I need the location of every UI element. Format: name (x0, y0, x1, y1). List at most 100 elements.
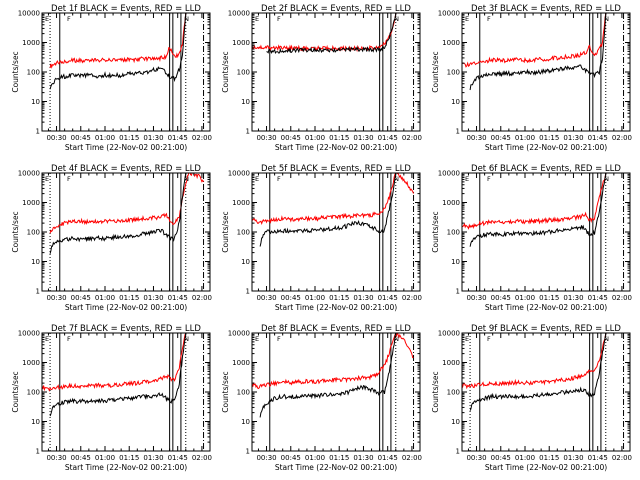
series-lld (252, 333, 414, 390)
series-events (469, 333, 607, 411)
event-marker-label: E (465, 15, 469, 23)
ytick-label: 10 (31, 98, 40, 106)
ytick-label: 10000 (438, 10, 460, 18)
plot-frame (251, 332, 421, 452)
series-events (266, 13, 397, 54)
y-axis-label: Counts/sec (431, 371, 440, 412)
xtick-label: 01:45 (588, 134, 608, 142)
xtick-label: 01:45 (168, 134, 188, 142)
xtick-label: 01:45 (378, 134, 398, 142)
series-lld (462, 13, 607, 68)
xtick-label: 01:45 (588, 294, 608, 302)
xtick-label: 01:00 (305, 134, 325, 142)
xtick-label: 01:15 (539, 134, 559, 142)
xtick-label: 01:45 (168, 294, 188, 302)
series-events (259, 173, 397, 247)
chart-panel: 1 10 100 1000 10000 00:30 00:45 01:00 01:15 01:30… (431, 164, 632, 312)
ytick-label: 1000 (22, 39, 40, 47)
event-marker-label: E (255, 15, 259, 23)
xtick-label: 01:45 (378, 294, 398, 302)
chart-title: Det 4f BLACK = Events, RED = LLD (51, 164, 201, 174)
x-axis-label: Start Time (22-Nov-02 00:21:00) (275, 463, 397, 472)
ytick-label: 1000 (232, 39, 250, 47)
xtick-label: 00:45 (491, 454, 511, 462)
ytick-label: 100 (237, 69, 250, 77)
ytick-label: 10000 (228, 10, 250, 18)
series-lld (49, 13, 187, 69)
x-axis-label: Start Time (22-Nov-02 00:21:00) (65, 143, 187, 152)
series-events (469, 13, 607, 91)
xtick-label: 01:30 (143, 454, 163, 462)
ytick-label: 100 (447, 229, 460, 237)
ytick-label: 10000 (18, 330, 40, 338)
xtick-label: 02:00 (402, 294, 422, 302)
chart-panel: 1 10 100 1000 10000 00:30 00:45 01:00 01:15 01:30… (431, 4, 632, 152)
plot-frame (41, 172, 211, 292)
event-marker-label: F (487, 15, 491, 23)
event-marker-label: E (45, 15, 49, 23)
xtick-label: 00:30 (46, 134, 66, 142)
xtick-label: 01:00 (305, 454, 325, 462)
ytick-label: 100 (447, 389, 460, 397)
series-events (259, 333, 397, 418)
xtick-label: 01:00 (305, 294, 325, 302)
ytick-label: 1 (36, 288, 40, 296)
series-lld (49, 173, 204, 234)
xtick-label: 00:30 (466, 134, 486, 142)
xtick-label: 01:30 (353, 134, 373, 142)
xtick-label: 00:45 (71, 454, 91, 462)
ytick-label: 1 (36, 448, 40, 456)
y-axis-label: Counts/sec (221, 211, 230, 252)
ytick-label: 1 (456, 128, 460, 136)
series-events (49, 333, 187, 417)
xtick-label: 01:30 (563, 294, 583, 302)
event-marker-label: E (45, 335, 49, 343)
event-marker-label: F (277, 335, 281, 343)
ytick-label: 1 (246, 128, 250, 136)
chart-title: Det 7f BLACK = Events, RED = LLD (51, 324, 201, 334)
x-axis-label: Start Time (22-Nov-02 00:21:00) (485, 463, 607, 472)
ytick-label: 1000 (22, 199, 40, 207)
ytick-label: 10 (451, 258, 460, 266)
plot-frame (461, 332, 631, 452)
xtick-label: 01:30 (353, 294, 373, 302)
series-events (49, 13, 187, 90)
event-marker-label: F (487, 335, 491, 343)
ytick-label: 10000 (18, 10, 40, 18)
ytick-label: 1000 (232, 359, 250, 367)
xtick-label: 01:15 (119, 134, 139, 142)
ytick-label: 10 (241, 98, 250, 106)
event-marker-label: N (184, 335, 189, 343)
xtick-label: 01:15 (539, 454, 559, 462)
y-axis-label: Counts/sec (431, 51, 440, 92)
y-axis-label: Counts/sec (221, 371, 230, 412)
xtick-label: 00:30 (256, 454, 276, 462)
series-lld (252, 13, 397, 53)
event-marker-label: F (67, 335, 71, 343)
xtick-label: 02:00 (402, 454, 422, 462)
event-marker-label: E (255, 175, 259, 183)
ytick-label: 1000 (442, 199, 460, 207)
event-marker-label: N (604, 175, 609, 183)
xtick-label: 01:15 (539, 294, 559, 302)
xtick-label: 01:30 (143, 134, 163, 142)
ytick-label: 10000 (438, 170, 460, 178)
plot-frame (41, 332, 211, 452)
event-marker-label: F (277, 175, 281, 183)
xtick-label: 01:15 (329, 294, 349, 302)
x-axis-label: Start Time (22-Nov-02 00:21:00) (485, 303, 607, 312)
chart-title: Det 8f BLACK = Events, RED = LLD (261, 324, 411, 334)
xtick-label: 02:00 (612, 454, 632, 462)
xtick-label: 01:00 (515, 294, 535, 302)
y-axis-label: Counts/sec (11, 211, 20, 252)
ytick-label: 1 (456, 448, 460, 456)
xtick-label: 02:00 (192, 294, 212, 302)
xtick-label: 01:45 (168, 454, 188, 462)
xtick-label: 00:30 (466, 454, 486, 462)
xtick-label: 01:00 (95, 454, 115, 462)
y-axis-label: Counts/sec (431, 211, 440, 252)
ytick-label: 10000 (18, 170, 40, 178)
ytick-label: 1000 (442, 39, 460, 47)
ytick-label: 1 (246, 448, 250, 456)
